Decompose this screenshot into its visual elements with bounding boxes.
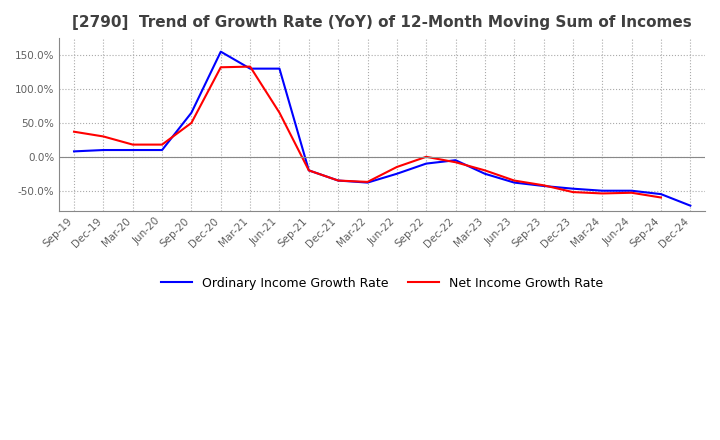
Net Income Growth Rate [627, 190, 636, 195]
Ordinary Income Growth Rate [392, 171, 401, 176]
Net Income Growth Rate [305, 168, 313, 173]
Ordinary Income Growth Rate [686, 203, 695, 208]
Ordinary Income Growth Rate [70, 149, 78, 154]
Net Income Growth Rate [158, 142, 166, 147]
Ordinary Income Growth Rate [422, 161, 431, 166]
Net Income Growth Rate [510, 178, 518, 183]
Ordinary Income Growth Rate [128, 147, 137, 153]
Ordinary Income Growth Rate [334, 178, 343, 183]
Net Income Growth Rate [657, 195, 665, 200]
Net Income Growth Rate [187, 120, 196, 125]
Net Income Growth Rate [392, 165, 401, 170]
Ordinary Income Growth Rate [598, 188, 607, 193]
Ordinary Income Growth Rate [510, 180, 518, 185]
Ordinary Income Growth Rate [187, 110, 196, 115]
Ordinary Income Growth Rate [158, 147, 166, 153]
Net Income Growth Rate [451, 160, 460, 165]
Legend: Ordinary Income Growth Rate, Net Income Growth Rate: Ordinary Income Growth Rate, Net Income … [156, 272, 608, 295]
Ordinary Income Growth Rate [275, 66, 284, 71]
Ordinary Income Growth Rate [99, 147, 108, 153]
Ordinary Income Growth Rate [539, 183, 548, 189]
Line: Ordinary Income Growth Rate: Ordinary Income Growth Rate [74, 51, 690, 205]
Net Income Growth Rate [569, 190, 577, 195]
Net Income Growth Rate [275, 110, 284, 115]
Net Income Growth Rate [334, 178, 343, 183]
Net Income Growth Rate [480, 168, 489, 173]
Net Income Growth Rate [598, 191, 607, 196]
Ordinary Income Growth Rate [569, 186, 577, 191]
Ordinary Income Growth Rate [451, 158, 460, 163]
Ordinary Income Growth Rate [246, 66, 254, 71]
Ordinary Income Growth Rate [657, 191, 665, 197]
Net Income Growth Rate [363, 179, 372, 184]
Net Income Growth Rate [128, 142, 137, 147]
Line: Net Income Growth Rate: Net Income Growth Rate [74, 66, 661, 198]
Net Income Growth Rate [70, 129, 78, 134]
Ordinary Income Growth Rate [480, 171, 489, 176]
Net Income Growth Rate [539, 183, 548, 188]
Ordinary Income Growth Rate [627, 188, 636, 193]
Net Income Growth Rate [99, 134, 108, 139]
Ordinary Income Growth Rate [363, 180, 372, 185]
Ordinary Income Growth Rate [217, 49, 225, 54]
Net Income Growth Rate [246, 64, 254, 69]
Net Income Growth Rate [217, 65, 225, 70]
Ordinary Income Growth Rate [305, 168, 313, 173]
Title: [2790]  Trend of Growth Rate (YoY) of 12-Month Moving Sum of Incomes: [2790] Trend of Growth Rate (YoY) of 12-… [72, 15, 692, 30]
Net Income Growth Rate [422, 154, 431, 159]
